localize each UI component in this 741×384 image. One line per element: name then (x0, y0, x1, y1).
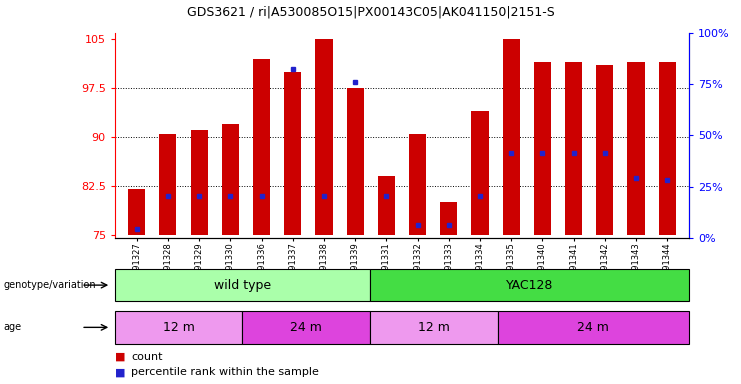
Text: GDS3621 / ri|A530085O15|PX00143C05|AK041150|2151-S: GDS3621 / ri|A530085O15|PX00143C05|AK041… (187, 6, 554, 19)
Text: 12 m: 12 m (418, 321, 450, 334)
Text: age: age (4, 322, 21, 333)
Bar (222, 124, 239, 235)
Bar (370, 269, 689, 301)
Text: genotype/variation: genotype/variation (4, 280, 96, 290)
Text: 24 m: 24 m (290, 321, 322, 334)
Bar (128, 189, 145, 235)
Bar (597, 65, 614, 235)
Text: percentile rank within the sample: percentile rank within the sample (131, 367, 319, 377)
Bar (370, 311, 498, 344)
Bar (498, 311, 689, 344)
Bar (115, 269, 370, 301)
Bar (471, 111, 488, 235)
Bar (347, 88, 364, 235)
Text: ■: ■ (115, 352, 125, 362)
Bar (378, 176, 395, 235)
Text: 12 m: 12 m (163, 321, 195, 334)
Bar (409, 134, 426, 235)
Bar (242, 311, 370, 344)
Bar (440, 202, 457, 235)
Bar (115, 311, 242, 344)
Text: wild type: wild type (214, 279, 271, 291)
Bar (659, 62, 676, 235)
Bar (316, 39, 333, 235)
Text: count: count (131, 352, 163, 362)
Bar (190, 131, 207, 235)
Text: YAC128: YAC128 (506, 279, 554, 291)
Text: ■: ■ (115, 367, 125, 377)
Bar (565, 62, 582, 235)
Bar (534, 62, 551, 235)
Text: 24 m: 24 m (577, 321, 609, 334)
Bar (628, 62, 645, 235)
Bar (159, 134, 176, 235)
Bar (502, 39, 520, 235)
Bar (253, 59, 270, 235)
Bar (284, 72, 302, 235)
